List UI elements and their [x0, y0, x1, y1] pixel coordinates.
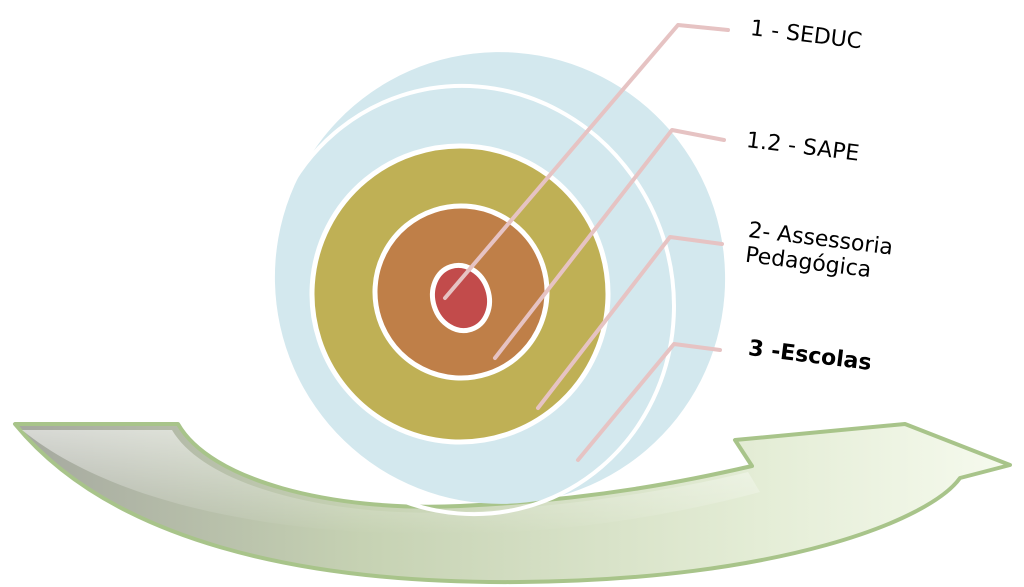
leader-line-escolas	[576, 342, 722, 462]
ring-outer-separator	[260, 83, 676, 517]
curved-arrow-highlight	[22, 430, 760, 535]
leader-line-seduc	[443, 23, 730, 300]
leader-line-sape	[493, 128, 726, 360]
core-seduc	[429, 262, 493, 334]
leader-lines	[443, 23, 730, 462]
concentric-rings	[260, 52, 726, 517]
leader-line-assessoria	[536, 235, 724, 410]
